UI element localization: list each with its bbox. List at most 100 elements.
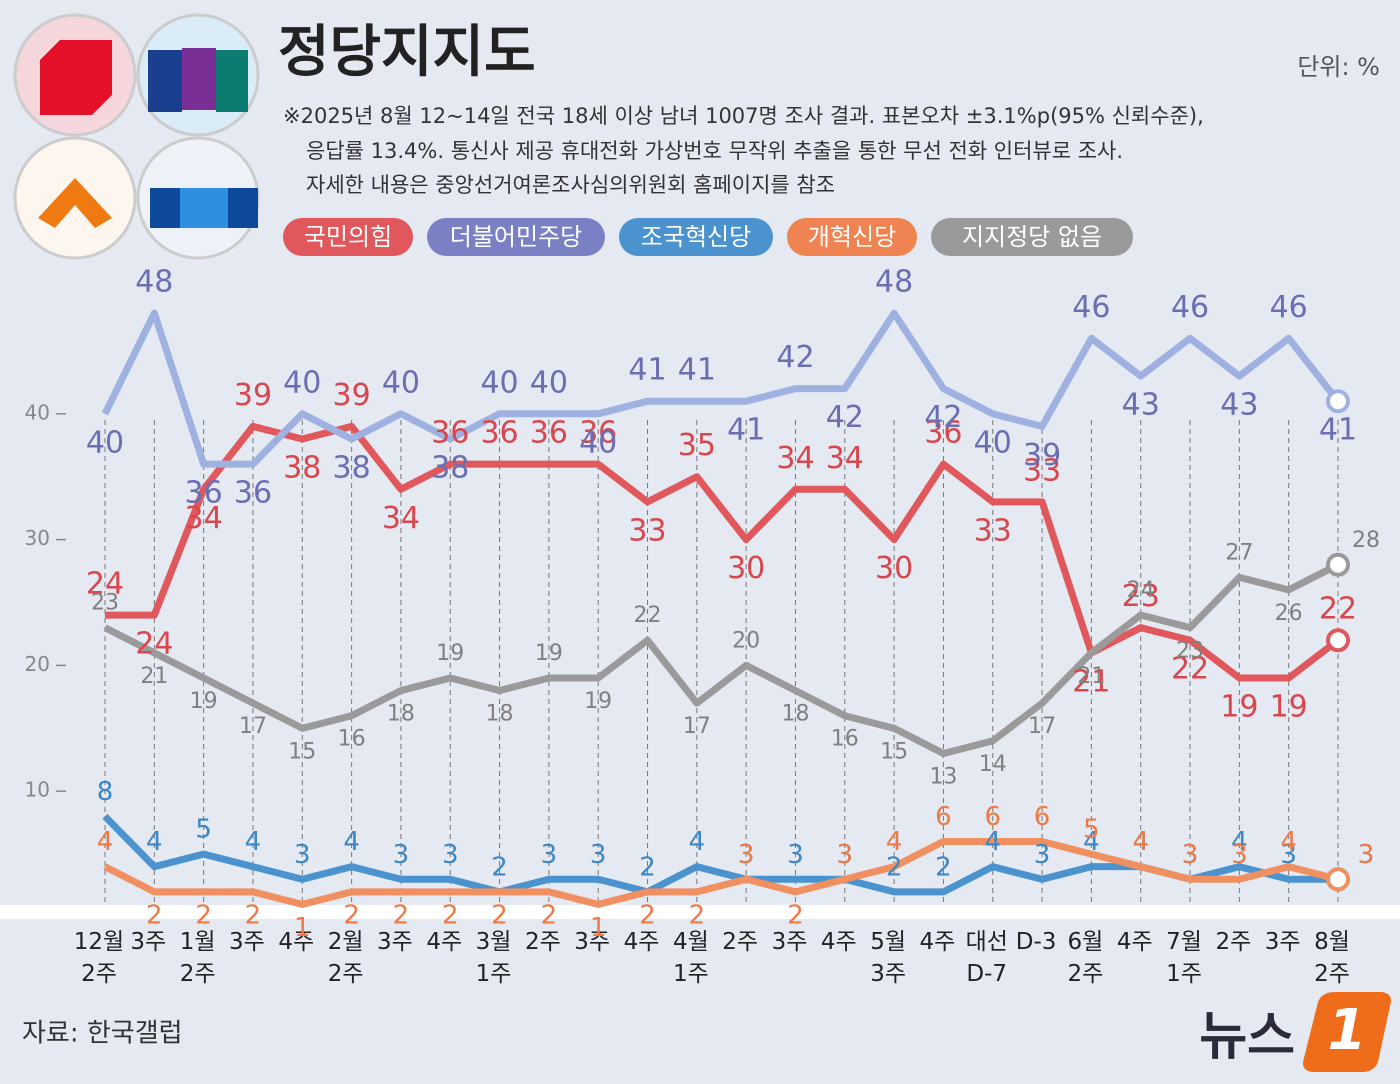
data-label: 1 <box>590 913 607 943</box>
data-label: 13 <box>929 764 957 789</box>
data-label: 3 <box>294 840 311 870</box>
legend-pill <box>619 218 773 256</box>
x-tick-label: 2주 <box>722 929 758 955</box>
data-label: 46 <box>1171 290 1209 325</box>
series-line <box>103 838 1339 908</box>
data-label: 4 <box>97 827 114 857</box>
data-label: 3 <box>738 840 755 870</box>
data-label: 36 <box>480 416 518 451</box>
data-label: 40 <box>579 425 617 460</box>
x-tick-label: 5월 3주 <box>870 929 906 987</box>
x-tick-label: 12월 2주 <box>74 929 124 987</box>
end-marker <box>1326 867 1350 892</box>
data-label: 38 <box>431 450 469 485</box>
data-label: 6 <box>935 802 952 832</box>
data-label: 3 <box>1182 840 1199 870</box>
data-label: 36 <box>185 476 223 511</box>
data-label: 46 <box>1072 290 1110 325</box>
source: 자료: 한국갤럽 <box>22 1019 183 1049</box>
data-label: 22 <box>634 603 662 628</box>
logo-icon <box>182 48 216 110</box>
data-label: 18 <box>781 702 809 727</box>
y-tick-label: 40 <box>25 400 50 424</box>
data-label: 4 <box>343 827 360 857</box>
x-tick-label: 3주 <box>772 929 808 955</box>
data-label: 46 <box>1270 290 1308 325</box>
logo-icon <box>38 178 112 228</box>
legend-pill <box>787 218 917 256</box>
data-label: 39 <box>1023 438 1061 473</box>
x-tick-label: 7월 1주 <box>1166 929 1202 987</box>
legend-label: 국민의힘 <box>304 223 392 251</box>
data-label: 40 <box>382 365 420 400</box>
brand-text: 뉴스 <box>1199 1007 1295 1067</box>
data-label: 19 <box>190 689 218 714</box>
data-label: 2 <box>491 852 508 882</box>
data-label: 33 <box>974 513 1012 548</box>
logo-icon <box>40 40 112 115</box>
data-label: 5 <box>1083 815 1100 845</box>
end-marker <box>1326 628 1350 653</box>
data-label: 3 <box>1231 840 1248 870</box>
data-label: 15 <box>880 739 908 764</box>
x-tick-label: 3주 <box>1265 929 1301 955</box>
data-label: 41 <box>628 353 666 388</box>
legend-label: 조국혁신당 <box>641 223 751 251</box>
data-label: 40 <box>530 365 568 400</box>
x-tick-label: 3주 <box>574 929 610 955</box>
brand-mark-text: 1 <box>1328 998 1367 1063</box>
data-label: 34 <box>185 501 223 536</box>
data-label: 3 <box>837 840 854 870</box>
data-label: 2 <box>787 900 804 930</box>
x-tick-label: 2주 <box>525 929 561 955</box>
data-label: 40 <box>480 365 518 400</box>
data-label: 6 <box>1034 802 1051 832</box>
data-label: 3 <box>1358 840 1375 870</box>
data-label: 17 <box>683 714 711 739</box>
unit: 단위: % <box>1297 53 1380 81</box>
data-label: 1 <box>294 913 311 943</box>
data-label: 17 <box>1028 714 1056 739</box>
data-label: 36 <box>431 416 469 451</box>
data-label: 40 <box>283 365 321 400</box>
note-line: 응답률 13.4%. 통신사 제공 휴대전화 가상번호 무작위 추출을 통한 무… <box>306 139 1123 163</box>
legend-label: 지지정당 없음 <box>962 223 1102 251</box>
data-label: 43 <box>1220 388 1258 423</box>
end-marker <box>1326 552 1350 577</box>
brand: 뉴스 1 <box>1199 992 1391 1072</box>
title: 정당지지도 <box>278 20 536 85</box>
x-tick-label: 3월 1주 <box>476 929 512 987</box>
x-tick-label: 4주 <box>278 929 314 955</box>
data-label: 40 <box>974 425 1012 460</box>
data-label: 15 <box>288 739 316 764</box>
data-label: 39 <box>333 378 371 413</box>
y-tick-label: 10 <box>25 778 50 802</box>
brand-mark <box>1303 992 1391 1072</box>
data-label: 33 <box>628 513 666 548</box>
data-label: 21 <box>140 664 168 689</box>
data-label: 17 <box>239 714 267 739</box>
data-label: 38 <box>283 450 321 485</box>
data-label: 3 <box>541 840 558 870</box>
data-label: 34 <box>382 501 420 536</box>
data-label: 2 <box>935 852 952 882</box>
data-label: 4 <box>689 827 706 857</box>
data-label: 3 <box>738 840 755 870</box>
data-label: 38 <box>333 450 371 485</box>
series-line <box>101 309 1341 468</box>
x-tick-label: 4주 <box>426 929 462 955</box>
y-tick-label: 30 <box>25 526 50 550</box>
note-line: 자세한 내용은 중앙선거여론조사심의위원회 홈페이지를 참조 <box>306 173 835 197</box>
x-tick-label: 3주 <box>377 929 413 955</box>
data-label: 23 <box>1176 639 1204 664</box>
data-label: 2 <box>343 900 360 930</box>
data-label: 3 <box>1182 840 1199 870</box>
data-label: 20 <box>732 628 760 653</box>
data-label: 24 <box>1127 578 1155 603</box>
data-label: 22 <box>1319 592 1357 627</box>
data-label: 4 <box>1280 827 1297 857</box>
data-label: 3 <box>1034 840 1051 870</box>
data-label: 2 <box>886 852 903 882</box>
